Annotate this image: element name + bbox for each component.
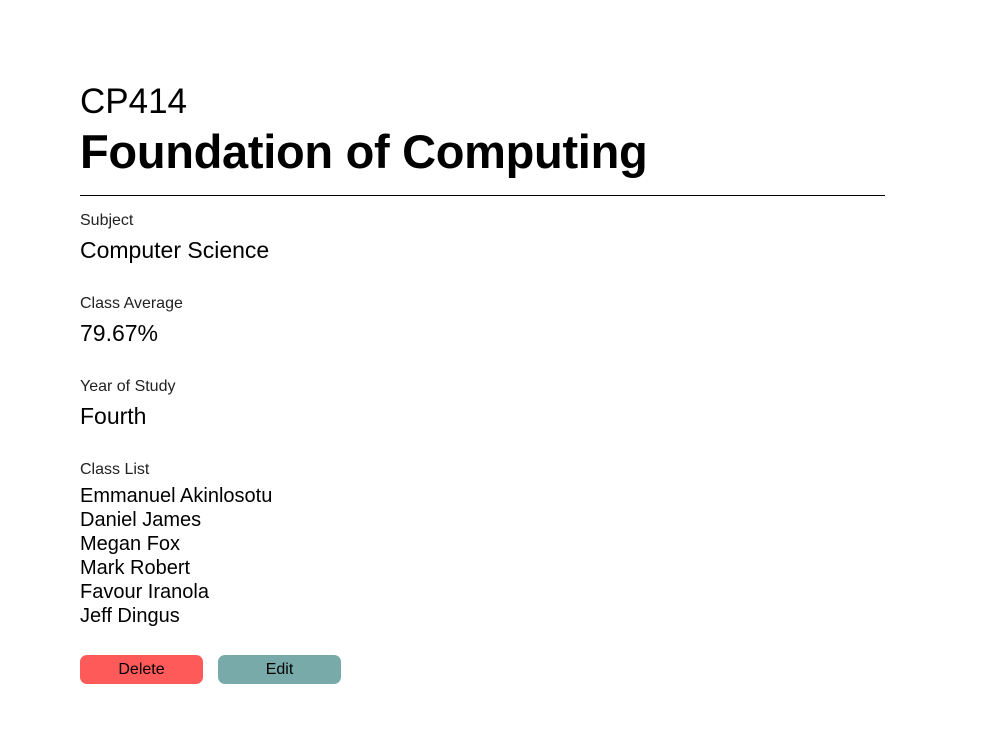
- student-list-item: Favour Iranola: [80, 581, 209, 603]
- delete-button[interactable]: Delete: [80, 655, 203, 684]
- student-list-item: Mark Robert: [80, 557, 191, 579]
- subject-value: Computer Science: [80, 237, 270, 263]
- year-of-study-value: Fourth: [80, 403, 147, 429]
- student-list-item: Emmanuel Akinlosotu: [80, 485, 273, 507]
- edit-button[interactable]: Edit: [218, 655, 341, 684]
- class-list-label: Class List: [80, 461, 150, 478]
- class-average-label: Class Average: [80, 295, 183, 312]
- course-code: CP414: [80, 82, 188, 121]
- year-of-study-label: Year of Study: [80, 378, 176, 395]
- class-average-value: 79.67%: [80, 320, 159, 346]
- class-list: Emmanuel Akinlosotu Daniel James Megan F…: [80, 484, 272, 628]
- student-list-item: Megan Fox: [80, 533, 181, 555]
- student-list-item: Jeff Dingus: [80, 605, 180, 627]
- subject-label: Subject: [80, 212, 134, 229]
- course-title: Foundation of Computing: [80, 125, 648, 178]
- title-divider: [80, 195, 885, 196]
- student-list-item: Daniel James: [80, 509, 202, 531]
